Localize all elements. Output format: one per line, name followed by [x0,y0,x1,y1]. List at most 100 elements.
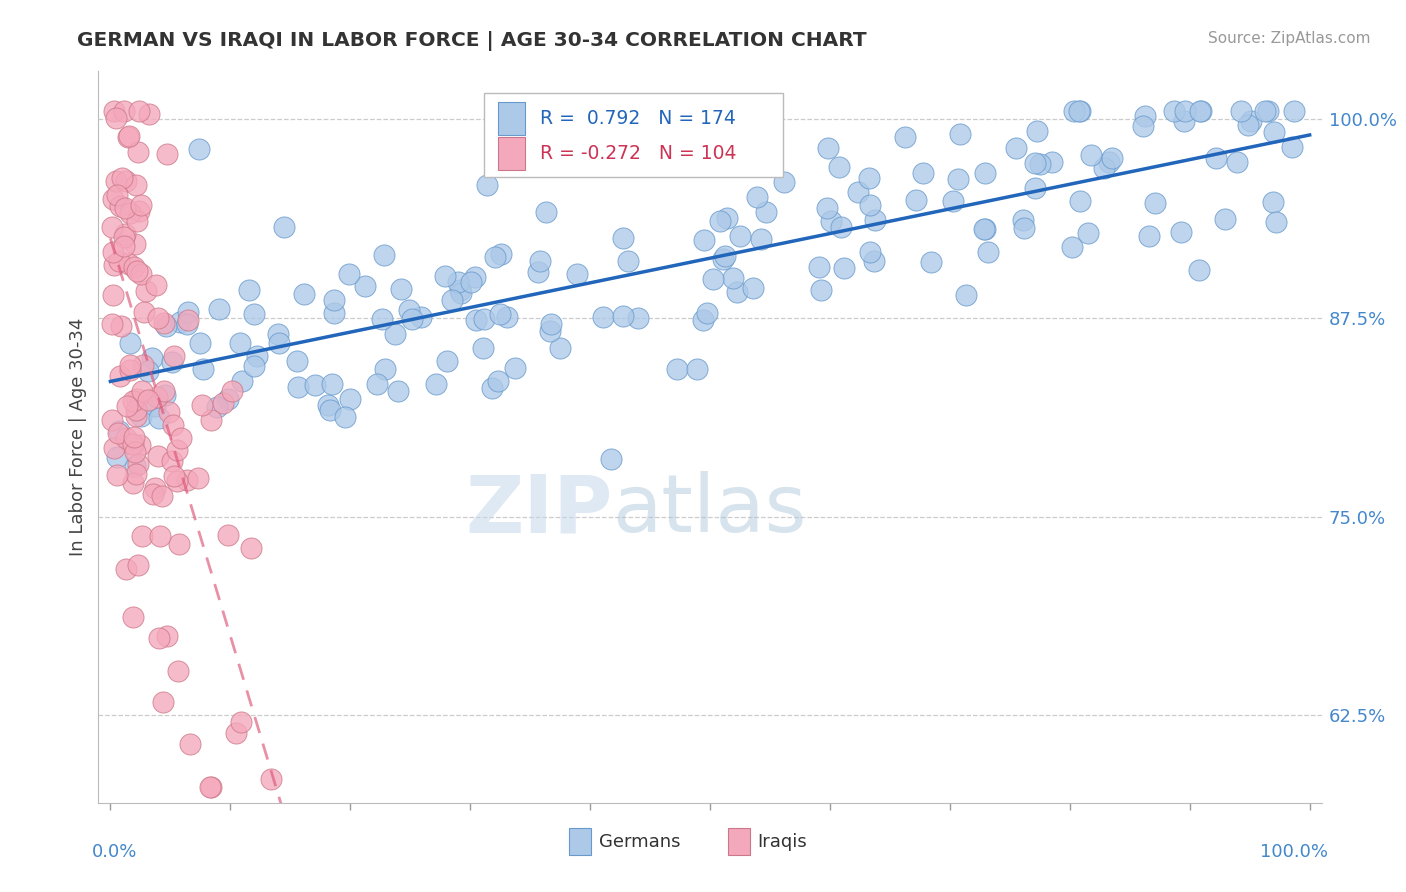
Point [1174,104,1197,119]
Point [200,780,222,794]
Point [942,194,965,208]
Point [721,271,744,285]
Point [155,319,177,334]
Point [540,317,562,331]
Text: 100.0%: 100.0% [1260,843,1327,861]
Point [136,393,159,408]
Point [167,664,190,678]
Point [1263,195,1285,210]
Point [229,335,252,350]
Point [1282,104,1305,119]
Point [177,305,200,319]
Point [191,361,214,376]
Point [1189,104,1212,119]
Point [131,384,153,398]
Point [529,254,551,268]
Point [450,286,472,301]
Point [1263,125,1285,139]
Point [156,146,179,161]
Point [1163,104,1185,119]
Point [103,104,125,119]
Point [335,410,357,425]
Point [920,255,942,269]
Point [176,317,198,331]
Point [110,199,132,213]
Point [225,725,247,739]
Point [103,441,125,455]
Point [1005,141,1028,155]
Point [208,302,231,317]
Point [755,205,778,219]
Point [125,467,148,482]
Point [243,359,266,373]
Point [686,362,709,376]
Point [115,561,138,575]
Point [1069,104,1091,119]
Point [464,313,486,327]
Point [148,410,170,425]
Text: Iraqis: Iraqis [758,832,807,851]
Point [146,310,169,325]
Point [127,558,149,572]
Point [696,306,718,320]
Point [229,714,252,729]
Point [387,384,409,399]
Point [366,376,388,391]
Point [489,308,512,322]
Point [977,245,1000,260]
Point [142,486,165,500]
Point [627,311,650,326]
Point [103,288,125,302]
Point [447,275,470,289]
Point [127,145,149,159]
Point [858,171,880,186]
Point [138,107,160,121]
Point [1253,104,1275,119]
FancyBboxPatch shape [498,137,526,170]
Y-axis label: In Labor Force | Age 30-34: In Labor Force | Age 30-34 [69,318,87,557]
Point [747,190,769,204]
Point [665,362,688,376]
Point [1173,114,1195,128]
Point [948,127,970,141]
Point [107,426,129,441]
Point [612,309,634,323]
Point [128,438,150,452]
Point [153,316,176,330]
Point [115,399,138,413]
Point [1080,148,1102,162]
Point [548,341,571,355]
Point [1011,213,1033,227]
FancyBboxPatch shape [569,828,592,855]
Point [472,312,495,326]
Point [115,431,138,445]
Text: GERMAN VS IRAQI IN LABOR FORCE | AGE 30-34 CORRELATION CHART: GERMAN VS IRAQI IN LABOR FORCE | AGE 30-… [77,31,868,51]
Point [132,359,155,373]
Point [124,409,146,423]
Point [114,201,136,215]
Text: Germans: Germans [599,832,681,851]
Point [946,171,969,186]
Point [742,281,765,295]
Point [100,413,122,427]
Point [401,311,423,326]
Point [103,258,125,272]
Point [127,213,149,227]
Point [162,468,184,483]
Point [1170,225,1192,239]
Text: ZIP: ZIP [465,471,612,549]
Point [243,307,266,321]
Point [125,392,148,406]
Point [122,610,145,624]
Point [1144,196,1167,211]
Point [198,780,221,794]
FancyBboxPatch shape [498,102,526,135]
Point [205,400,228,414]
Point [374,362,396,376]
Point [135,284,157,298]
Point [592,310,614,325]
Point [974,221,997,235]
Point [425,376,447,391]
Point [1101,152,1123,166]
Point [125,178,148,192]
